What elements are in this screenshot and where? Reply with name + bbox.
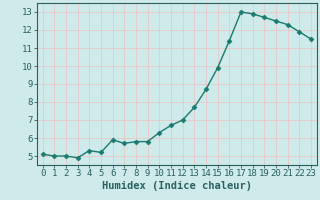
X-axis label: Humidex (Indice chaleur): Humidex (Indice chaleur) [102, 181, 252, 191]
